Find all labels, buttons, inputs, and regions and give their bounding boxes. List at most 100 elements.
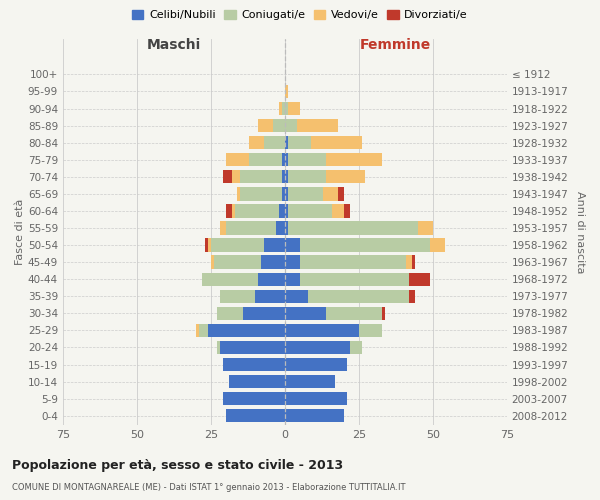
Bar [249, 153, 282, 166]
Bar [232, 170, 241, 183]
Bar [285, 375, 335, 388]
Bar [285, 341, 350, 354]
Bar [273, 119, 285, 132]
Bar [288, 204, 332, 218]
Bar [285, 306, 326, 320]
Bar [238, 187, 241, 200]
Bar [211, 238, 264, 252]
Bar [359, 324, 382, 337]
Bar [285, 256, 299, 269]
Bar [296, 119, 338, 132]
Bar [285, 102, 288, 115]
Bar [220, 341, 285, 354]
Legend: Celibi/Nubili, Coniugati/e, Vedovi/e, Divorziati/e: Celibi/Nubili, Coniugati/e, Vedovi/e, Di… [128, 6, 472, 25]
Bar [285, 358, 347, 371]
Bar [344, 204, 350, 218]
Bar [258, 119, 273, 132]
Bar [279, 204, 285, 218]
Bar [199, 324, 208, 337]
Y-axis label: Fasce di età: Fasce di età [15, 199, 25, 266]
Text: Maschi: Maschi [147, 38, 201, 52]
Bar [418, 222, 433, 234]
Bar [299, 256, 406, 269]
Bar [264, 238, 285, 252]
Bar [382, 306, 385, 320]
Bar [261, 256, 285, 269]
Bar [409, 272, 430, 286]
Bar [338, 187, 344, 200]
Bar [288, 170, 326, 183]
Bar [412, 256, 415, 269]
Text: COMUNE DI MONTAGNAREALE (ME) - Dati ISTAT 1° gennaio 2013 - Elaborazione TUTTITA: COMUNE DI MONTAGNAREALE (ME) - Dati ISTA… [12, 484, 406, 492]
Bar [223, 358, 285, 371]
Bar [299, 238, 430, 252]
Bar [282, 187, 285, 200]
Bar [232, 204, 235, 218]
Y-axis label: Anni di nascita: Anni di nascita [575, 191, 585, 274]
Bar [299, 272, 409, 286]
Bar [288, 153, 326, 166]
Bar [202, 272, 258, 286]
Text: Femmine: Femmine [360, 38, 431, 52]
Bar [326, 153, 382, 166]
Bar [220, 290, 255, 303]
Bar [285, 222, 288, 234]
Bar [288, 187, 323, 200]
Bar [332, 204, 344, 218]
Bar [282, 170, 285, 183]
Bar [229, 375, 285, 388]
Bar [226, 409, 285, 422]
Bar [226, 204, 232, 218]
Bar [223, 392, 285, 406]
Bar [208, 238, 211, 252]
Bar [285, 392, 347, 406]
Bar [285, 290, 308, 303]
Bar [285, 119, 296, 132]
Bar [279, 102, 282, 115]
Bar [288, 222, 418, 234]
Bar [205, 238, 208, 252]
Bar [430, 238, 445, 252]
Bar [311, 136, 362, 149]
Bar [285, 409, 344, 422]
Bar [350, 341, 362, 354]
Text: Popolazione per età, sesso e stato civile - 2013: Popolazione per età, sesso e stato civil… [12, 460, 343, 472]
Bar [211, 256, 214, 269]
Bar [258, 272, 285, 286]
Bar [235, 204, 279, 218]
Bar [244, 306, 285, 320]
Bar [249, 136, 264, 149]
Bar [282, 102, 285, 115]
Bar [308, 290, 409, 303]
Bar [285, 204, 288, 218]
Bar [264, 136, 285, 149]
Bar [285, 85, 288, 98]
Bar [255, 290, 285, 303]
Bar [226, 222, 276, 234]
Bar [285, 187, 288, 200]
Bar [214, 256, 261, 269]
Bar [285, 136, 288, 149]
Bar [276, 222, 285, 234]
Bar [326, 306, 382, 320]
Bar [220, 222, 226, 234]
Bar [226, 153, 249, 166]
Bar [241, 170, 282, 183]
Bar [217, 341, 220, 354]
Bar [285, 170, 288, 183]
Bar [241, 187, 282, 200]
Bar [409, 290, 415, 303]
Bar [196, 324, 199, 337]
Bar [285, 272, 299, 286]
Bar [288, 102, 299, 115]
Bar [217, 306, 244, 320]
Bar [406, 256, 412, 269]
Bar [282, 153, 285, 166]
Bar [208, 324, 285, 337]
Bar [326, 170, 365, 183]
Bar [323, 187, 338, 200]
Bar [285, 324, 359, 337]
Bar [288, 136, 311, 149]
Bar [223, 170, 232, 183]
Bar [285, 238, 299, 252]
